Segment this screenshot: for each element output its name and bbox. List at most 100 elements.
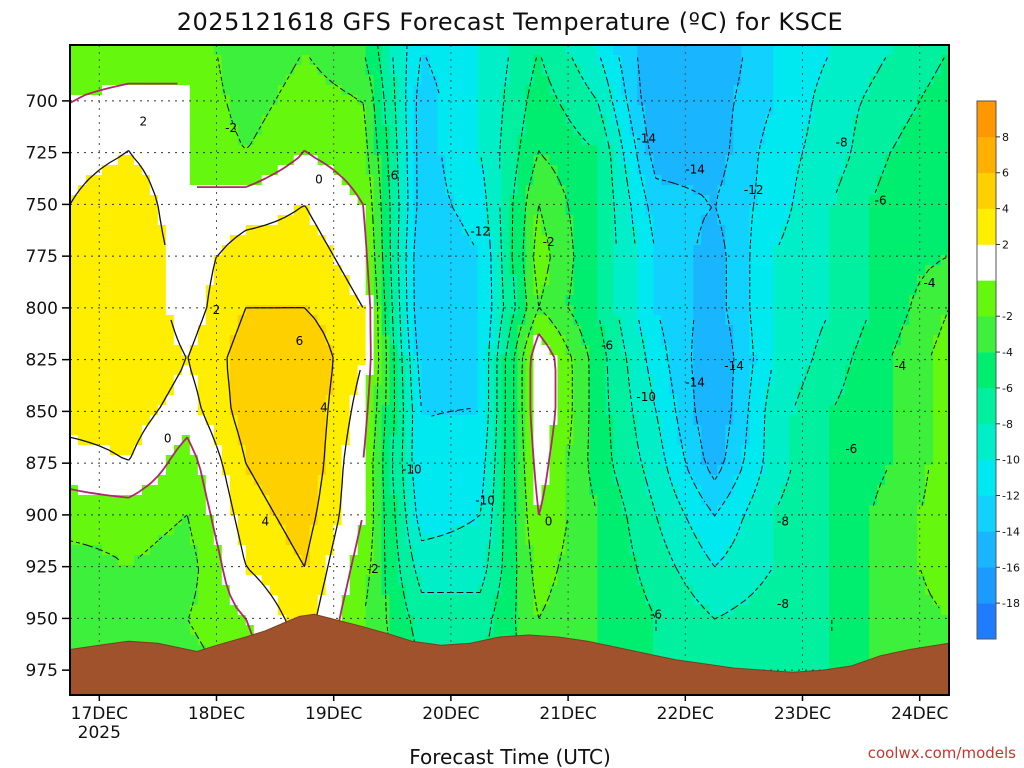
field-cell [101,325,111,336]
field-cell [549,125,559,136]
field-cell [453,155,463,166]
field-cell [469,565,479,576]
field-cell [493,515,503,526]
field-cell [173,515,183,526]
field-cell [125,535,135,546]
field-cell [229,265,239,276]
field-cell [421,115,431,126]
field-cell [213,475,223,486]
field-cell [285,255,295,266]
field-cell [173,145,183,156]
field-cell [221,535,231,546]
field-cell [285,115,295,126]
field-cell [429,575,439,586]
field-cell [237,235,247,246]
field-cell [453,95,463,106]
field-cell [589,445,598,456]
field-cell [117,285,127,296]
field-cell [557,605,567,616]
field-cell [597,75,606,86]
field-cell [509,255,519,266]
field-cell [341,65,351,76]
field-cell [101,95,111,106]
field-cell [653,45,662,56]
field-cell [461,65,471,76]
field-cell [557,405,567,416]
field-cell [70,635,79,646]
field-cell [629,475,638,486]
field-cell [637,495,646,506]
field-cell [421,265,431,276]
field-cell [501,555,511,566]
field-cell [189,85,199,96]
field-cell [325,515,335,526]
field-cell [365,435,375,446]
field-cell [261,125,271,136]
field-cell [341,495,351,506]
field-cell [429,495,439,506]
field-cell [317,175,327,186]
field-cell [573,135,583,146]
field-cell [253,275,263,286]
field-cell [245,135,255,146]
field-cell [261,605,271,616]
field-cell [389,115,399,126]
field-cell [461,475,471,486]
field-cell [133,475,143,486]
field-cell [213,255,223,266]
field-cell [461,535,471,546]
field-cell [365,85,375,96]
field-cell [93,75,103,86]
field-cell [613,605,622,616]
field-cell [349,505,359,516]
field-cell [77,635,87,646]
field-cell [413,565,423,576]
field-cell [245,185,255,196]
field-cell [613,485,622,496]
field-cell [213,435,223,446]
field-cell [253,305,263,316]
field-cell [469,415,479,426]
field-cell [589,375,598,386]
field-cell [573,175,583,186]
field-cell [589,115,598,126]
field-cell [605,595,614,606]
field-cell [437,505,447,516]
field-cell [205,305,215,316]
field-cell [285,605,295,616]
field-cell [381,315,391,326]
field-cell [493,315,503,326]
field-cell [541,465,551,476]
field-cell [165,375,175,386]
field-cell [453,355,463,366]
field-cell [181,505,191,516]
field-cell [181,115,191,126]
field-cell [525,415,535,426]
field-cell [413,425,423,436]
field-cell [309,555,319,566]
field-cell [637,605,646,616]
field-cell [541,295,551,306]
field-cell [613,635,622,646]
field-cell [677,185,686,196]
field-cell [629,425,638,436]
field-cell [533,375,543,386]
field-cell [397,315,407,326]
field-cell [237,195,247,206]
field-cell [461,165,471,176]
field-cell [237,505,247,516]
field-cell [445,505,455,516]
field-cell [397,155,407,166]
field-cell [301,155,311,166]
field-cell [669,325,678,336]
field-cell [557,105,567,116]
field-cell [581,155,591,166]
field-cell [301,505,311,516]
field-cell [357,315,367,326]
field-cell [373,115,383,126]
field-cell [405,325,415,336]
field-cell [613,125,622,136]
field-cell [453,365,463,376]
field-cell [453,435,463,446]
